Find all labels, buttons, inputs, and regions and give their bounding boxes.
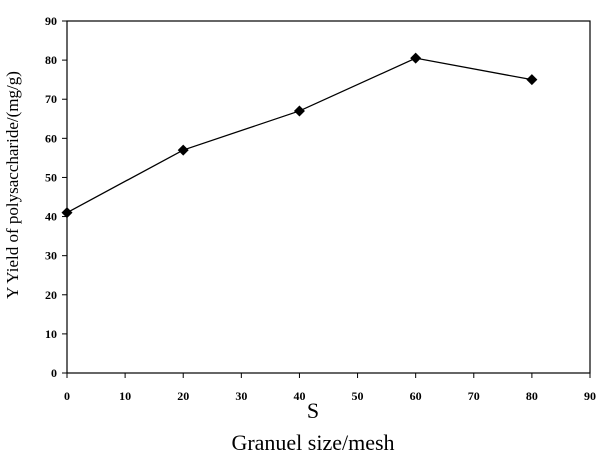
y-tick-label: 70 xyxy=(45,92,57,106)
y-tick-label: 40 xyxy=(45,210,57,224)
x-tick-label: 80 xyxy=(526,389,538,403)
x-tick-label: 40 xyxy=(293,389,305,403)
y-tick-label: 80 xyxy=(45,53,57,67)
y-tick-label: 20 xyxy=(45,288,57,302)
x-tick-label: 30 xyxy=(235,389,247,403)
x-symbol: S xyxy=(307,398,319,423)
marker xyxy=(526,74,538,86)
x-tick-label: 60 xyxy=(410,389,422,403)
marker xyxy=(177,144,189,156)
x-tick-label: 20 xyxy=(177,389,189,403)
x-axis-label: Granuel size/mesh xyxy=(231,430,394,455)
x-tick-label: 50 xyxy=(352,389,364,403)
y-tick-label: 30 xyxy=(45,249,57,263)
x-tick-label: 10 xyxy=(119,389,131,403)
x-tick-label: 70 xyxy=(468,389,480,403)
marker xyxy=(61,207,73,219)
y-tick-label: 50 xyxy=(45,170,57,184)
y-tick-label: 60 xyxy=(45,131,57,145)
x-tick-label: 90 xyxy=(584,389,596,403)
x-tick-label: 0 xyxy=(64,389,70,403)
y-axis-label: Y Yield of polysaccharide/(mg/g) xyxy=(3,71,22,299)
data-line xyxy=(66,57,533,214)
y-tick-label: 0 xyxy=(51,366,57,380)
marker xyxy=(293,105,305,117)
plot-frame xyxy=(66,20,591,374)
y-tick-label: 10 xyxy=(45,327,57,341)
y-tick-label: 90 xyxy=(45,14,57,28)
marker xyxy=(410,52,422,64)
